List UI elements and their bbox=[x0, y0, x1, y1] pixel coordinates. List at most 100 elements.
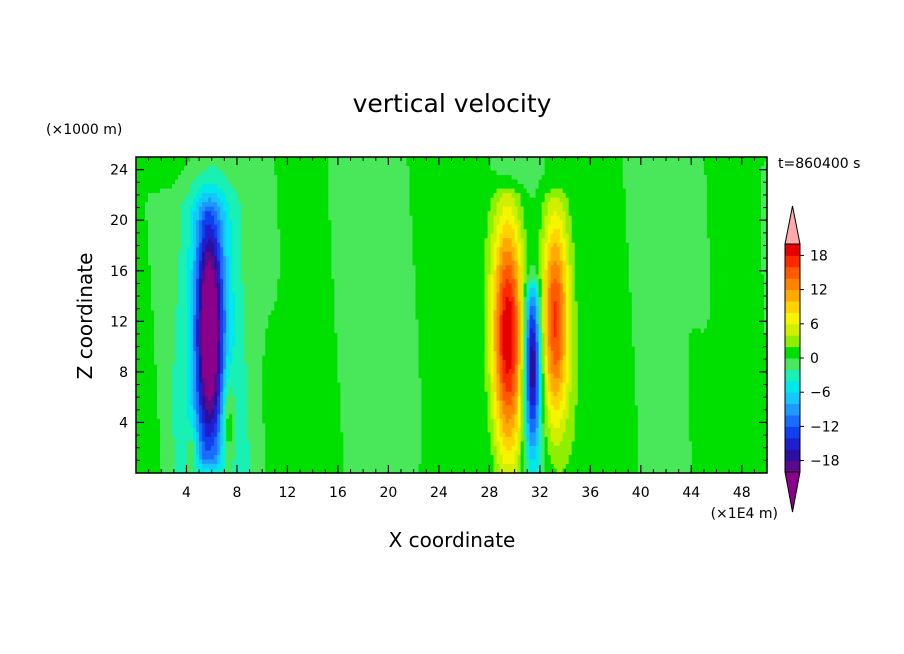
contour-cell bbox=[628, 220, 633, 226]
contour-cell bbox=[544, 229, 549, 235]
contour-cell bbox=[385, 193, 389, 199]
contour-cell bbox=[490, 166, 495, 172]
contour-cell bbox=[148, 175, 152, 181]
contour-cell bbox=[721, 211, 726, 217]
contour-cell bbox=[541, 206, 546, 212]
contour-cell bbox=[583, 247, 588, 253]
contour-cell bbox=[535, 188, 540, 194]
contour-cell bbox=[346, 157, 350, 163]
contour-cell bbox=[253, 202, 257, 208]
contour-cell bbox=[679, 175, 684, 181]
contour-cell bbox=[334, 206, 338, 212]
contour-cell bbox=[148, 179, 152, 185]
contour-cell bbox=[355, 161, 359, 167]
contour-cell bbox=[382, 161, 386, 167]
contour-cell bbox=[574, 193, 579, 199]
contour-cell bbox=[145, 233, 149, 239]
contour-cell bbox=[154, 206, 158, 212]
contour-cell bbox=[277, 179, 281, 185]
contour-cell bbox=[190, 188, 194, 194]
contour-cell bbox=[436, 166, 441, 172]
contour-cell bbox=[697, 157, 702, 163]
contour-cell bbox=[757, 251, 762, 257]
contour-cell bbox=[412, 242, 417, 248]
contour-cell bbox=[298, 193, 302, 199]
contour-cell bbox=[343, 242, 347, 248]
contour-cell bbox=[700, 229, 705, 235]
contour-cell bbox=[304, 166, 308, 172]
contour-cell bbox=[598, 184, 603, 190]
contour-cell bbox=[556, 233, 561, 239]
contour-cell bbox=[523, 166, 528, 172]
contour-cell bbox=[229, 175, 233, 181]
contour-cell bbox=[310, 179, 314, 185]
contour-cell bbox=[631, 202, 636, 208]
contour-cell bbox=[574, 170, 579, 176]
contour-cell bbox=[571, 211, 576, 217]
contour-cell bbox=[229, 188, 233, 194]
contour-cell bbox=[181, 251, 185, 257]
contour-cell bbox=[295, 157, 299, 163]
contour-cell bbox=[256, 179, 260, 185]
contour-cell bbox=[226, 197, 230, 203]
contour-cell bbox=[226, 260, 230, 266]
contour-cell bbox=[211, 157, 215, 163]
contour-cell bbox=[505, 238, 510, 244]
contour-cell bbox=[430, 197, 435, 203]
contour-cell bbox=[211, 238, 215, 244]
contour-cell bbox=[604, 166, 609, 172]
contour-cell bbox=[238, 179, 242, 185]
contour-cell bbox=[262, 238, 266, 244]
contour-cell bbox=[268, 260, 272, 266]
contour-cell bbox=[619, 224, 624, 230]
contour-cell bbox=[169, 170, 173, 176]
contour-cell bbox=[667, 197, 672, 203]
contour-cell bbox=[757, 197, 762, 203]
contour-cell bbox=[244, 233, 248, 239]
contour-cell bbox=[625, 215, 630, 221]
contour-cell bbox=[757, 220, 762, 226]
contour-cell bbox=[403, 157, 408, 163]
contour-cell bbox=[283, 260, 287, 266]
contour-cell bbox=[499, 193, 504, 199]
contour-cell bbox=[481, 215, 486, 221]
contour-cell bbox=[274, 161, 278, 167]
contour-cell bbox=[160, 251, 164, 257]
contour-cell bbox=[544, 247, 549, 253]
contour-cell bbox=[484, 260, 489, 266]
contour-cell bbox=[412, 202, 417, 208]
contour-cell bbox=[592, 166, 597, 172]
contour-cell bbox=[691, 161, 696, 167]
contour-cell bbox=[418, 224, 423, 230]
contour-cell bbox=[532, 211, 537, 217]
contour-cell bbox=[439, 238, 444, 244]
contour-cell bbox=[364, 184, 368, 190]
contour-cell bbox=[301, 224, 305, 230]
contour-cell bbox=[439, 233, 444, 239]
contour-cell bbox=[376, 188, 380, 194]
contour-cell bbox=[148, 260, 152, 266]
contour-cell bbox=[517, 224, 522, 230]
contour-cell bbox=[424, 247, 429, 253]
contour-cell bbox=[352, 157, 356, 163]
contour-cell bbox=[520, 242, 525, 248]
contour-cell bbox=[187, 224, 191, 230]
contour-cell bbox=[310, 233, 314, 239]
contour-cell bbox=[304, 161, 308, 167]
contour-cell bbox=[580, 242, 585, 248]
contour-cell bbox=[748, 229, 753, 235]
contour-cell bbox=[298, 211, 302, 217]
contour-cell bbox=[166, 193, 170, 199]
contour-cell bbox=[685, 220, 690, 226]
contour-cell bbox=[610, 233, 615, 239]
contour-cell bbox=[757, 157, 762, 163]
contour-cell bbox=[352, 233, 356, 239]
contour-cell bbox=[214, 188, 218, 194]
contour-cell bbox=[499, 188, 504, 194]
contour-cell bbox=[394, 179, 399, 185]
contour-cell bbox=[370, 175, 374, 181]
contour-cell bbox=[529, 247, 534, 253]
contour-cell bbox=[667, 242, 672, 248]
contour-cell bbox=[541, 220, 546, 226]
contour-cell bbox=[247, 251, 251, 257]
